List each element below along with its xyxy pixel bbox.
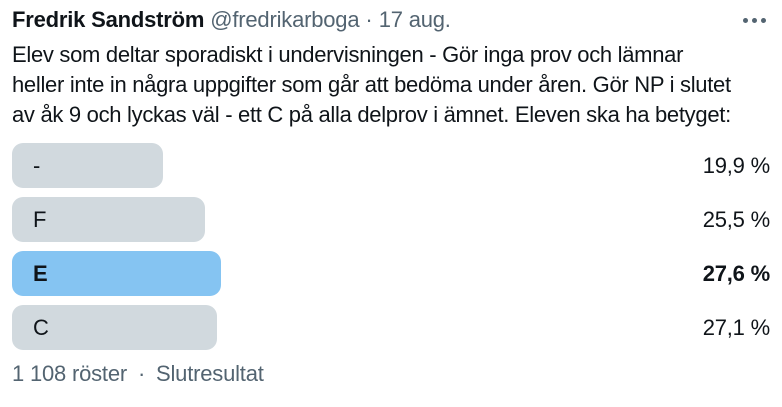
poll-row: F 25,5 % bbox=[12, 197, 770, 242]
more-menu-button[interactable] bbox=[735, 6, 770, 31]
user-handle[interactable]: @fredrikarboga bbox=[210, 7, 360, 32]
user-identity[interactable]: Fredrik Sandström @fredrikarboga · 17 au… bbox=[12, 6, 451, 34]
header-separator: · bbox=[365, 7, 373, 32]
poll-option-label: - bbox=[33, 152, 41, 178]
vote-count: 1 108 röster bbox=[12, 361, 128, 386]
more-horizontal-icon bbox=[761, 18, 766, 23]
poll-option-label: E bbox=[33, 260, 48, 286]
poll-row: E 27,6 % bbox=[12, 251, 770, 296]
poll-option-percent: 25,5 % bbox=[702, 206, 770, 232]
poll-bar bbox=[12, 251, 222, 296]
tweet-text: Elev som deltar sporadiskt i undervisnin… bbox=[12, 40, 770, 130]
tweet: Fredrik Sandström @fredrikarboga · 17 au… bbox=[12, 6, 770, 387]
display-name[interactable]: Fredrik Sandström bbox=[12, 7, 205, 32]
poll-option-label: F bbox=[33, 206, 47, 232]
poll-option-percent: 27,6 % bbox=[702, 260, 770, 286]
tweet-text-line: Elev som deltar sporadiskt i undervisnin… bbox=[12, 42, 684, 67]
tweet-text-line: av åk 9 och lyckas väl - ett C på alla d… bbox=[12, 102, 731, 127]
poll-results: - 19,9 % F 25,5 % E 27,6 % C 27,1 % bbox=[12, 143, 770, 350]
tweet-date[interactable]: 17 aug. bbox=[378, 7, 451, 32]
more-horizontal-icon bbox=[743, 18, 748, 23]
poll-row: C 27,1 % bbox=[12, 305, 770, 350]
poll-bar bbox=[12, 143, 163, 188]
poll-option-percent: 27,1 % bbox=[702, 314, 770, 340]
tweet-text-line: heller inte in några uppgifter som går a… bbox=[12, 72, 731, 97]
poll-footer: 1 108 röster · Slutresultat bbox=[12, 361, 770, 387]
more-horizontal-icon bbox=[752, 18, 757, 23]
poll-bar bbox=[12, 197, 206, 242]
poll-bar bbox=[12, 305, 218, 350]
tweet-header: Fredrik Sandström @fredrikarboga · 17 au… bbox=[12, 6, 770, 34]
poll-option-label: C bbox=[33, 314, 49, 340]
poll-row: - 19,9 % bbox=[12, 143, 770, 188]
poll-status: Slutresultat bbox=[156, 361, 264, 386]
footer-separator: · bbox=[137, 361, 146, 386]
poll-option-percent: 19,9 % bbox=[702, 152, 770, 178]
